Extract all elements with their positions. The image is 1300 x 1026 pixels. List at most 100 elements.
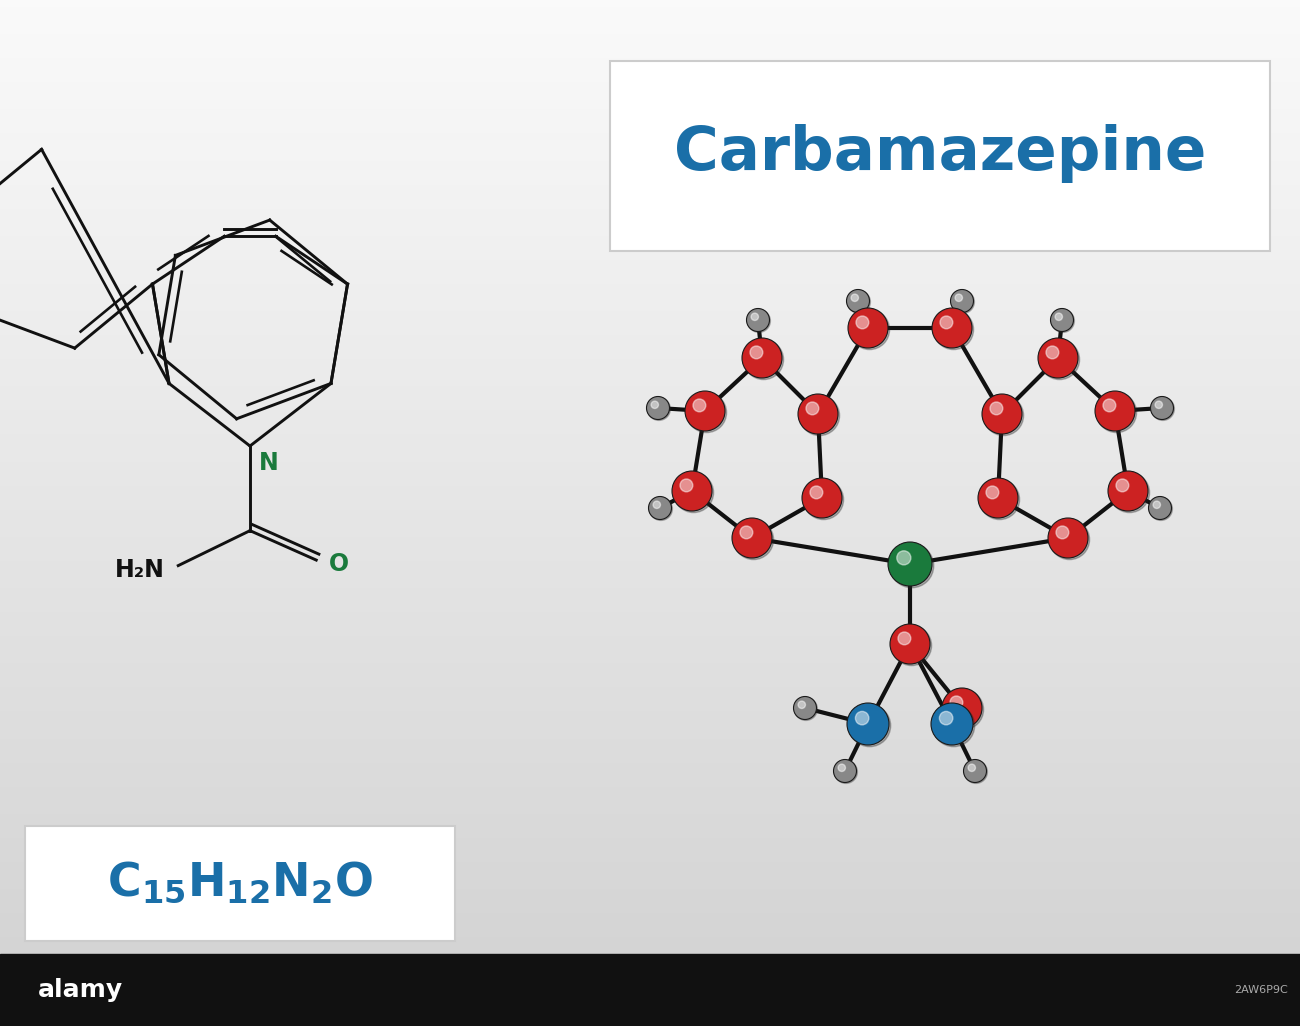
Circle shape (1046, 346, 1058, 359)
Bar (0, 253, 1300, 256)
Text: Carbamazepine: Carbamazepine (673, 124, 1206, 184)
Circle shape (848, 308, 888, 348)
Bar (0, 875, 1300, 879)
Circle shape (849, 705, 890, 747)
Circle shape (686, 393, 727, 433)
Bar (0, 393, 1300, 397)
Bar (0, 859, 1300, 862)
Bar (0, 1023, 1300, 1026)
Bar (0, 482, 1300, 485)
Bar (0, 359, 1300, 362)
Bar (0, 421, 1300, 424)
Bar (0, 523, 1300, 526)
Bar (0, 369, 1300, 372)
Bar (0, 503, 1300, 506)
Bar (0, 626, 1300, 629)
Bar (0, 161, 1300, 164)
Bar (0, 633, 1300, 636)
Bar (0, 954, 1300, 1026)
Circle shape (1097, 393, 1136, 433)
Bar (0, 780, 1300, 783)
Bar (0, 759, 1300, 762)
Bar (0, 516, 1300, 520)
Bar (0, 290, 1300, 294)
Bar (0, 208, 1300, 212)
Bar (0, 834, 1300, 838)
Bar (0, 838, 1300, 841)
Bar (0, 492, 1300, 496)
Circle shape (1040, 340, 1079, 380)
Circle shape (733, 519, 774, 559)
Bar (0, 613, 1300, 616)
Bar (0, 48, 1300, 51)
Bar (0, 13, 1300, 17)
Bar (0, 643, 1300, 646)
Bar (0, 578, 1300, 582)
Text: O: O (329, 552, 350, 576)
Bar (0, 198, 1300, 202)
Bar (0, 941, 1300, 944)
Bar (0, 116, 1300, 120)
Bar (0, 177, 1300, 182)
Bar (0, 428, 1300, 431)
Bar (0, 100, 1300, 103)
Bar (0, 455, 1300, 459)
Bar (0, 687, 1300, 690)
Circle shape (747, 310, 771, 332)
Circle shape (793, 697, 816, 719)
Bar (0, 106, 1300, 110)
Bar (0, 937, 1300, 941)
Bar (0, 366, 1300, 369)
Bar (0, 998, 1300, 1002)
Bar (0, 103, 1300, 106)
Bar (0, 239, 1300, 243)
Circle shape (889, 544, 933, 588)
Bar (0, 287, 1300, 290)
Bar (0, 900, 1300, 903)
Circle shape (888, 542, 932, 586)
Bar (0, 496, 1300, 500)
Bar (0, 616, 1300, 619)
Bar (0, 31, 1300, 34)
Bar (0, 219, 1300, 223)
Bar (0, 246, 1300, 249)
Bar (0, 475, 1300, 479)
Bar (0, 547, 1300, 551)
Bar (0, 534, 1300, 537)
Circle shape (732, 518, 772, 558)
Circle shape (1149, 498, 1173, 520)
Circle shape (1052, 310, 1074, 332)
Bar (0, 660, 1300, 664)
Bar (0, 274, 1300, 277)
Bar (0, 752, 1300, 756)
Bar (0, 82, 1300, 85)
Bar (0, 270, 1300, 274)
Text: 2AW6P9C: 2AW6P9C (1234, 985, 1288, 995)
Circle shape (1110, 473, 1149, 513)
Bar (0, 541, 1300, 544)
Bar (0, 174, 1300, 177)
Bar (0, 441, 1300, 444)
Bar (0, 44, 1300, 48)
Bar (0, 797, 1300, 800)
Circle shape (1037, 338, 1078, 378)
Bar (0, 882, 1300, 885)
Bar (0, 301, 1300, 305)
Bar (0, 777, 1300, 780)
Bar (0, 831, 1300, 834)
Bar (0, 803, 1300, 807)
Bar (0, 608, 1300, 613)
Circle shape (855, 711, 868, 724)
Bar (0, 561, 1300, 564)
Bar (0, 828, 1300, 831)
Bar (0, 352, 1300, 356)
Bar (0, 151, 1300, 154)
Bar (0, 736, 1300, 739)
Circle shape (942, 688, 982, 728)
Bar (0, 951, 1300, 954)
Bar (0, 954, 1300, 957)
Bar (0, 1013, 1300, 1016)
Bar (0, 328, 1300, 331)
Circle shape (952, 290, 975, 313)
Circle shape (800, 396, 840, 436)
